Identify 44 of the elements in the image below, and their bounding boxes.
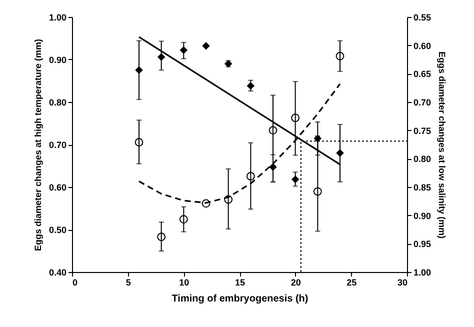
y-tick-label: 0.60 xyxy=(48,182,66,192)
y2-axis-title: Eggs diameter changes at low salinity (mm) xyxy=(437,51,448,239)
y2-tick-label: 0.60 xyxy=(414,40,432,51)
y2-tick-label: 1.00 xyxy=(414,268,432,278)
point xyxy=(291,114,300,122)
point xyxy=(134,138,144,146)
x-axis-title: Timing of embryogenesis (h) xyxy=(172,294,308,304)
x-tick-label: 0 xyxy=(72,278,78,288)
y2-tick-label: 0.85 xyxy=(414,182,432,192)
x-tick-label: 25 xyxy=(346,278,357,288)
point xyxy=(268,126,278,135)
y2-tick-label: 0.80 xyxy=(414,154,432,164)
y2-tick-label: 0.95 xyxy=(414,239,432,250)
point xyxy=(202,42,210,50)
point xyxy=(246,172,255,180)
point xyxy=(336,149,344,157)
y-tick-label: 0.50 xyxy=(48,225,66,235)
y-tick-label: 0.80 xyxy=(48,98,66,108)
y2-tick-label: 0.55 xyxy=(414,12,432,22)
y-tick-label: 0.40 xyxy=(48,268,66,278)
point xyxy=(180,46,188,54)
y-tick-label: 0.90 xyxy=(48,55,66,65)
y-axis-title: Eggs diameter changes at high temperature (mm) xyxy=(32,38,43,252)
point xyxy=(313,187,322,196)
point xyxy=(157,232,166,242)
x-tick-label: 5 xyxy=(126,278,131,288)
y-tick-label: 1.00 xyxy=(48,12,66,22)
x-tick-label: 10 xyxy=(179,278,190,288)
point xyxy=(246,82,255,90)
point xyxy=(291,175,300,184)
point xyxy=(179,215,188,224)
y-tick-label: 0.70 xyxy=(48,140,66,150)
point xyxy=(157,53,166,61)
x-tick-label: 30 xyxy=(397,278,408,288)
x-tick-label: 15 xyxy=(234,278,246,288)
y2-tick-label: 0.70 xyxy=(414,98,432,108)
point xyxy=(224,195,233,204)
y2-tick-label: 0.75 xyxy=(414,126,432,136)
point xyxy=(336,52,344,60)
y2-tick-label: 0.90 xyxy=(414,210,432,221)
x-tick-label: 20 xyxy=(290,278,301,288)
point xyxy=(135,66,143,74)
y2-tick-label: 0.65 xyxy=(414,69,432,80)
point xyxy=(202,199,210,208)
